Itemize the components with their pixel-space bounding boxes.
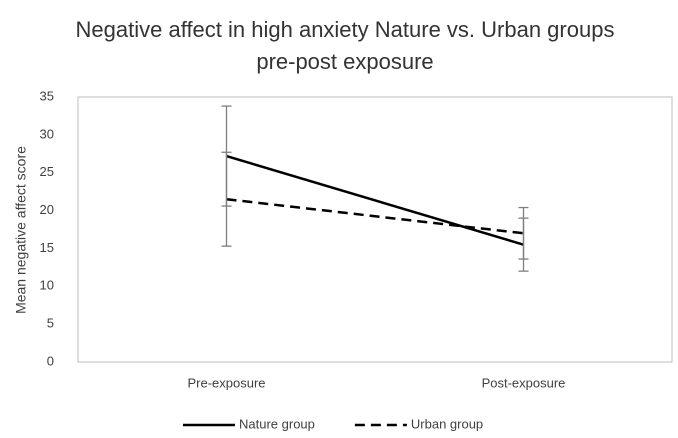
y-tick-label: 15 <box>40 240 54 255</box>
error-bar <box>221 151 232 247</box>
line <box>226 154 524 246</box>
y-tick-label: 0 <box>47 353 54 368</box>
y-tick-label: 20 <box>40 202 54 217</box>
line <box>226 197 524 235</box>
plot-area <box>77 96 673 363</box>
y-tick-label: 10 <box>40 278 54 293</box>
legend-label: Urban group <box>411 416 483 431</box>
x-tick-label: Pre-exposure <box>187 375 265 390</box>
y-tick-label: 35 <box>40 88 54 103</box>
legend-label: Nature group <box>239 416 315 431</box>
x-tick-label: Post-exposure <box>482 375 566 390</box>
y-tick-label: 25 <box>40 164 54 179</box>
y-tick-label: 5 <box>47 316 54 331</box>
y-axis-label: Mean negative affect score <box>13 146 29 314</box>
error-bar <box>518 206 529 260</box>
y-tick-label: 30 <box>40 126 54 141</box>
chart-title: Negative affect in high anxiety Nature v… <box>75 17 615 74</box>
